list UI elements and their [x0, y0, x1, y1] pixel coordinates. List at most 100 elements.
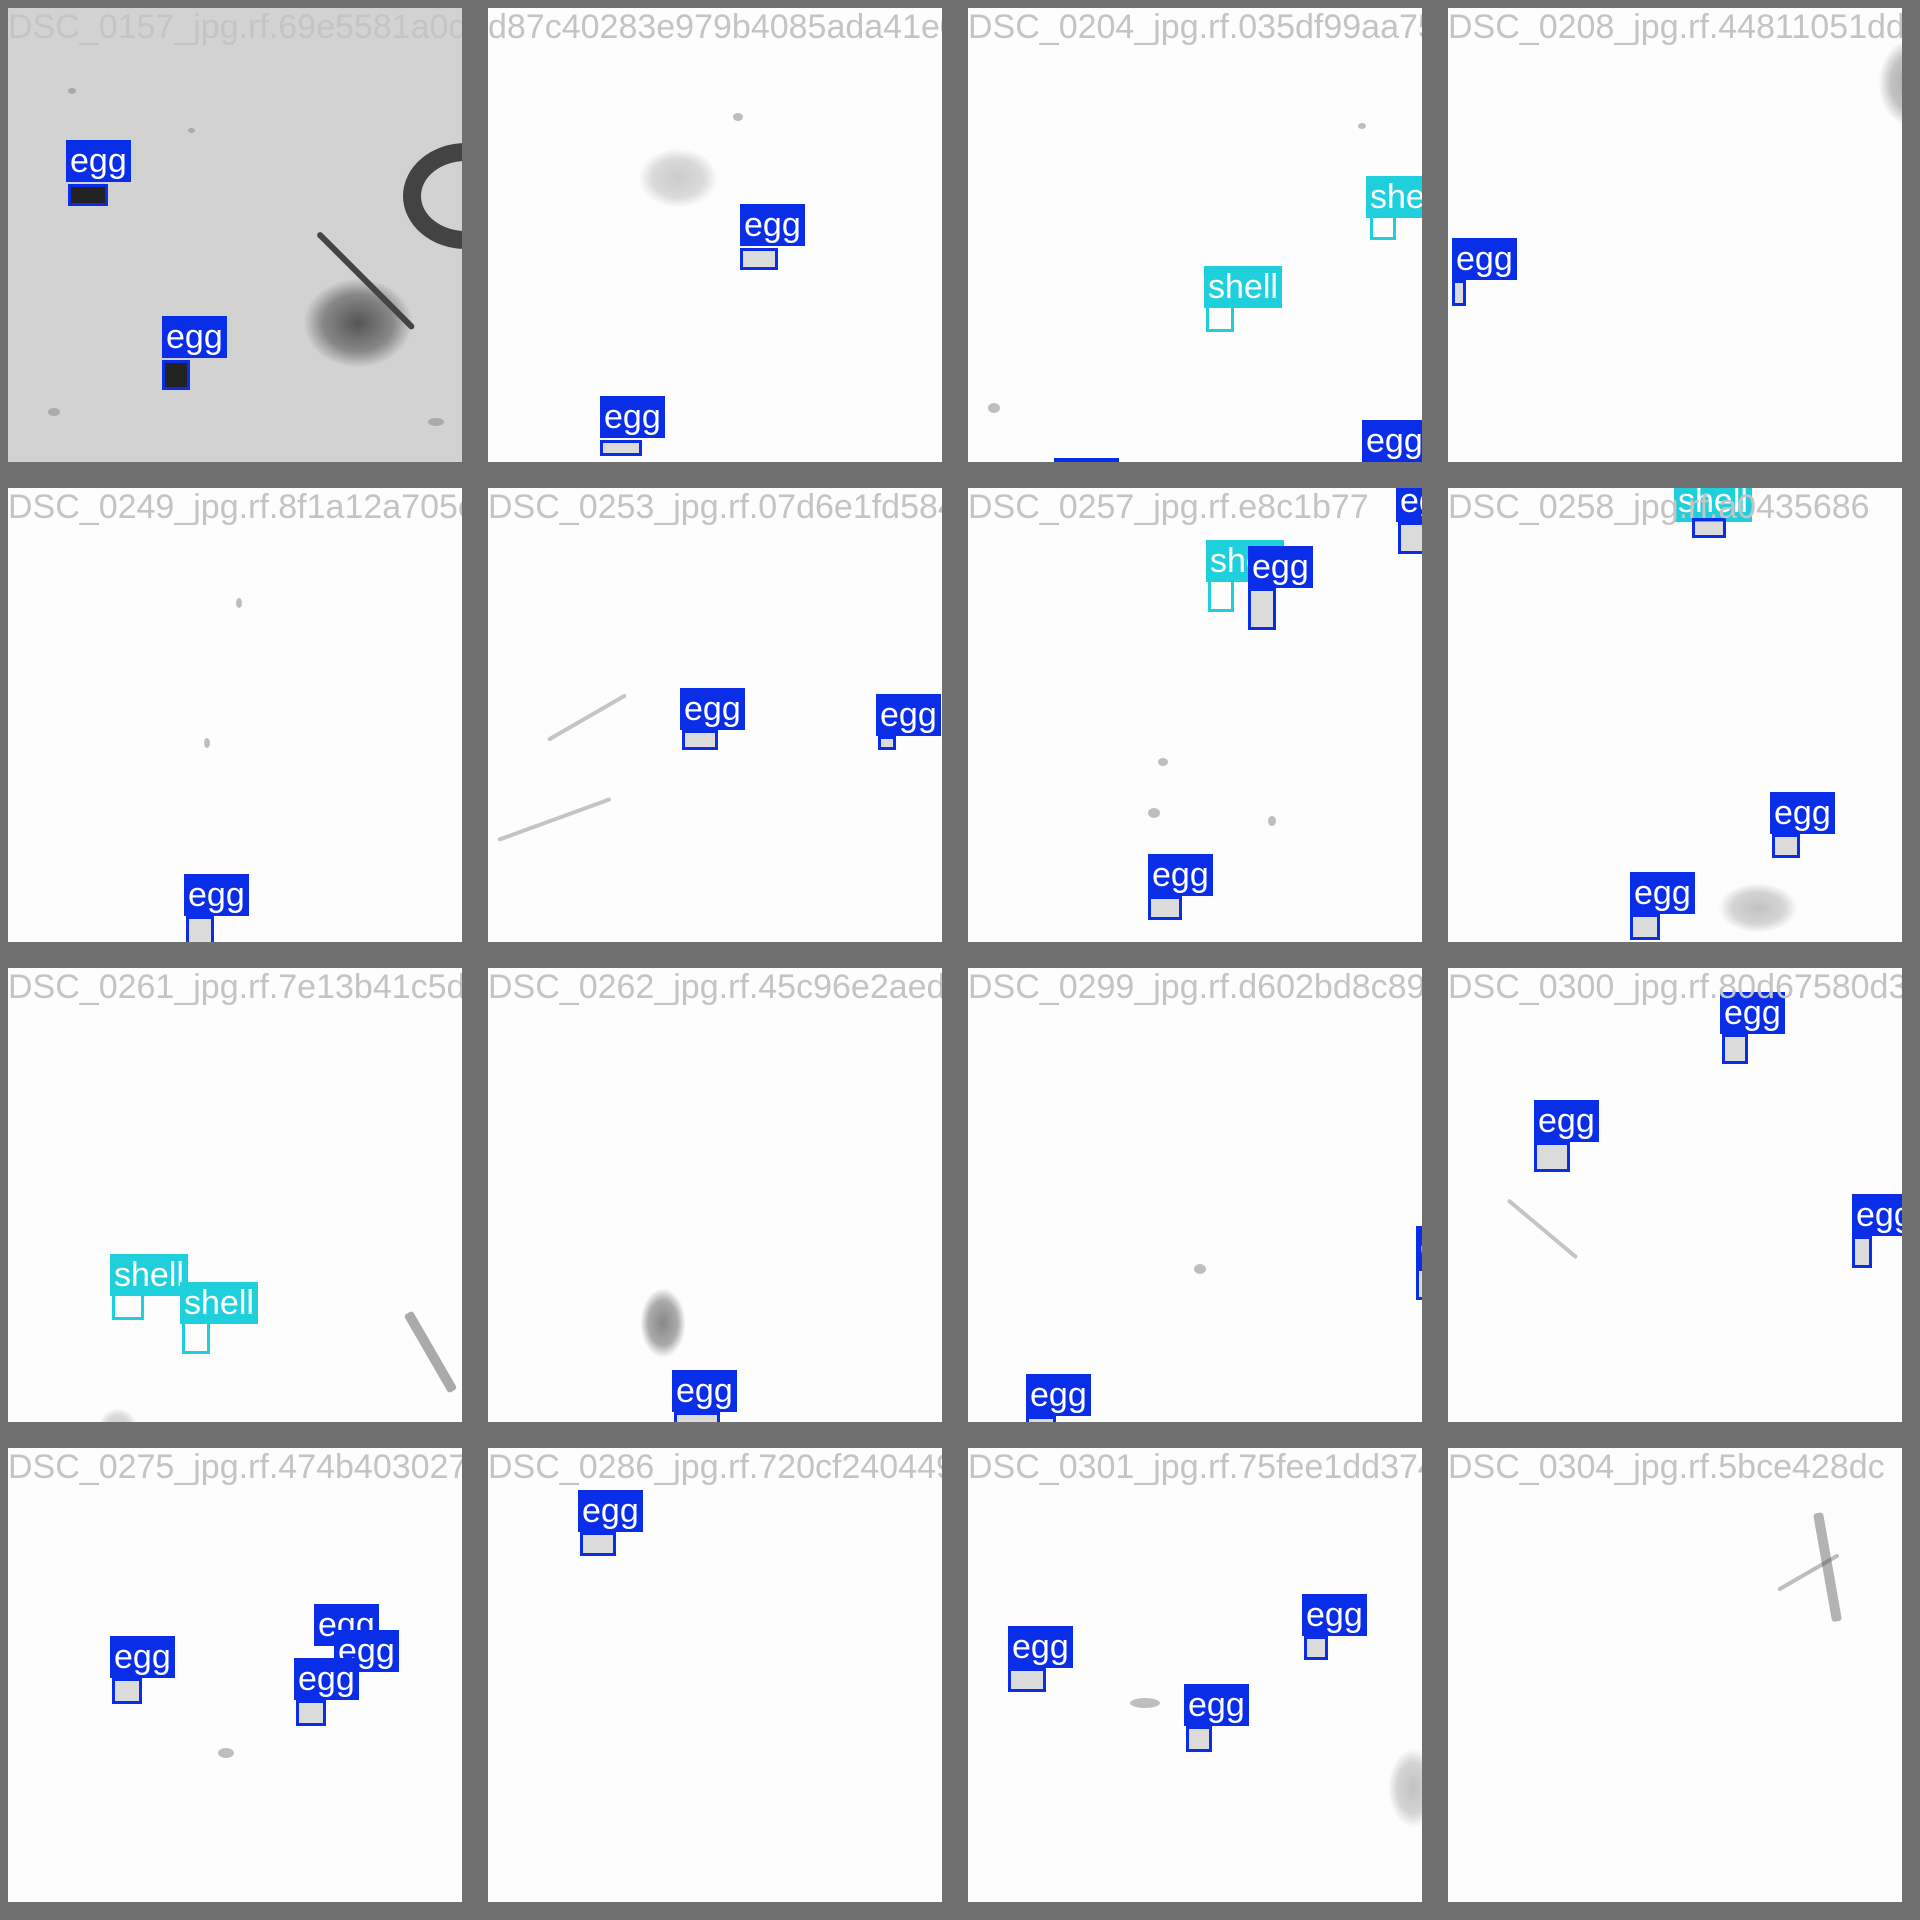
bubble — [303, 278, 413, 368]
shell-box[interactable] — [1208, 578, 1234, 612]
image-tile-14: egg DSC_0286_jpg.rf.720cf2404495 — [480, 1440, 950, 1910]
egg-label: egg — [1148, 854, 1213, 896]
egg-label: egg — [1396, 488, 1422, 522]
image-tile-7: egg shell egg egg DSC_0257_jpg.rf.e8c1b7… — [960, 480, 1430, 950]
egg-label: egg — [1008, 1626, 1073, 1668]
image-filename: DSC_0261_jpg.rf.7e13b41c5d84240216a9c — [8, 968, 470, 1006]
egg-box[interactable] — [740, 248, 778, 270]
smudge — [98, 1408, 138, 1422]
egg-label: egg — [66, 140, 131, 182]
egg-box[interactable] — [112, 1678, 142, 1704]
egg-box[interactable] — [1534, 1142, 1570, 1172]
debris — [68, 88, 76, 94]
image-filename: DSC_0262_jpg.rf.45c96e2aed75b57299b1 — [488, 968, 950, 1006]
image-filename: DSC_0299_jpg.rf.d602bd8c89de9 — [968, 968, 1426, 1006]
egg-box[interactable] — [1026, 1416, 1056, 1422]
shell-box[interactable] — [112, 1290, 144, 1320]
egg-box[interactable] — [1186, 1726, 1212, 1752]
egg-box[interactable] — [68, 184, 108, 206]
image-filename: DSC_0208_jpg.rf.44811051dd — [1448, 8, 1905, 46]
egg-box[interactable] — [878, 736, 896, 750]
egg-box[interactable] — [580, 1532, 616, 1556]
debris — [1158, 758, 1168, 766]
image-tile-15: egg egg egg DSC_0301_jpg.rf.75fee1dd3740… — [960, 1440, 1430, 1910]
image-tile-1: egg egg DSC_0157_jpg.rf.69e5581a0d87c402… — [0, 0, 470, 470]
egg-label: egg — [1852, 1194, 1902, 1236]
debris — [988, 403, 1000, 413]
shell-label: shell — [180, 1282, 258, 1324]
image-tile-11: egg egg DSC_0299_jpg.rf.d602bd8c89de9 — [960, 960, 1430, 1430]
egg-label: egg — [1416, 1226, 1422, 1268]
egg-label: egg — [680, 688, 745, 730]
shell-label: shell — [1674, 488, 1752, 522]
fiber — [1506, 1198, 1579, 1260]
egg-label: egg — [1026, 1374, 1091, 1416]
egg-box[interactable] — [162, 360, 190, 390]
egg-box[interactable] — [1452, 280, 1466, 306]
image-filename: d87c40283e979b4085ada41e0574829469cff.03… — [488, 8, 942, 46]
egg-box[interactable] — [1008, 1668, 1046, 1692]
egg-box[interactable] — [296, 1700, 326, 1726]
egg-label: egg — [1248, 546, 1313, 588]
egg-box[interactable] — [1722, 1034, 1748, 1064]
debris — [204, 738, 210, 748]
smudge — [1878, 38, 1902, 128]
egg-label: egg — [578, 1490, 643, 1532]
egg-label: egg — [1770, 792, 1835, 834]
egg-box[interactable] — [1772, 834, 1800, 858]
debris — [188, 128, 195, 133]
debris — [1268, 816, 1276, 826]
image-tile-13: egg egg egg egg DSC_0275_jpg.rf.474b4030… — [0, 1440, 470, 1910]
image-tile-9: shell shell DSC_0261_jpg.rf.7e13b41c5d84… — [0, 960, 470, 1430]
egg-label: egg — [1054, 458, 1119, 462]
egg-label: egg — [294, 1658, 359, 1700]
shell-label: shell — [110, 1254, 188, 1296]
image-filename: DSC_0300_jpg.rf.80d67580d321 — [1448, 968, 1910, 1006]
egg-box[interactable] — [1364, 462, 1408, 470]
shell-label: shell — [1204, 266, 1282, 308]
egg-box[interactable] — [600, 440, 642, 456]
image-filename: DSC_0258_jpg.rf.a0435686 — [1448, 488, 1870, 526]
egg-box[interactable] — [186, 916, 214, 942]
egg-box[interactable] — [1398, 522, 1422, 554]
smudge — [638, 148, 718, 208]
fiber — [403, 1310, 458, 1394]
egg-box[interactable] — [1304, 1636, 1328, 1660]
debris — [48, 408, 60, 416]
image-tile-12: egg egg egg DSC_0300_jpg.rf.80d67580d321 — [1440, 960, 1910, 1430]
shell-box[interactable] — [1370, 214, 1396, 240]
egg-label: egg — [1302, 1594, 1367, 1636]
image-tile-4: egg DSC_0208_jpg.rf.44811051dd — [1440, 0, 1910, 470]
image-tile-5: egg DSC_0249_jpg.rf.8f1a12a705e5c — [0, 480, 470, 950]
image-filename: DSC_0304_jpg.rf.5bce428dc — [1448, 1448, 1885, 1486]
egg-box[interactable] — [1248, 588, 1276, 630]
egg-box[interactable] — [682, 730, 718, 750]
shell-box[interactable] — [182, 1320, 210, 1354]
smudge — [828, 463, 928, 470]
egg-label: egg — [1452, 238, 1517, 280]
egg-box[interactable] — [1852, 1236, 1872, 1268]
image-tile-10: egg DSC_0262_jpg.rf.45c96e2aed75b57299b1 — [480, 960, 950, 1430]
debris — [1148, 808, 1160, 818]
debris — [218, 1748, 234, 1758]
shell-box[interactable] — [1206, 304, 1234, 332]
egg-box[interactable] — [1416, 1268, 1422, 1300]
image-tile-16: DSC_0304_jpg.rf.5bce428dc — [1440, 1440, 1910, 1910]
image-filename: DSC_0204_jpg.rf.035df99aa7538f4302ce5544… — [968, 8, 1430, 46]
fiber — [547, 693, 627, 742]
image-filename: DSC_0301_jpg.rf.75fee1dd37403 — [968, 1448, 1430, 1486]
egg-box[interactable] — [1692, 518, 1726, 538]
debris — [428, 418, 444, 426]
egg-box[interactable] — [1630, 914, 1660, 940]
egg-label: egg — [876, 694, 941, 736]
image-filename: DSC_0249_jpg.rf.8f1a12a705e5c — [8, 488, 470, 526]
egg-label: egg — [110, 1636, 175, 1678]
fiber — [497, 797, 612, 842]
egg-label: egg — [1184, 1684, 1249, 1726]
egg-label: egg — [1534, 1100, 1599, 1142]
egg-box[interactable] — [1148, 896, 1182, 920]
debris — [1194, 1264, 1206, 1274]
image-tile-6: egg egg DSC_0253_jpg.rf.07d6e1fd5845a6 — [480, 480, 950, 950]
egg-box[interactable] — [674, 1412, 720, 1422]
egg-label: egg — [1362, 420, 1422, 462]
